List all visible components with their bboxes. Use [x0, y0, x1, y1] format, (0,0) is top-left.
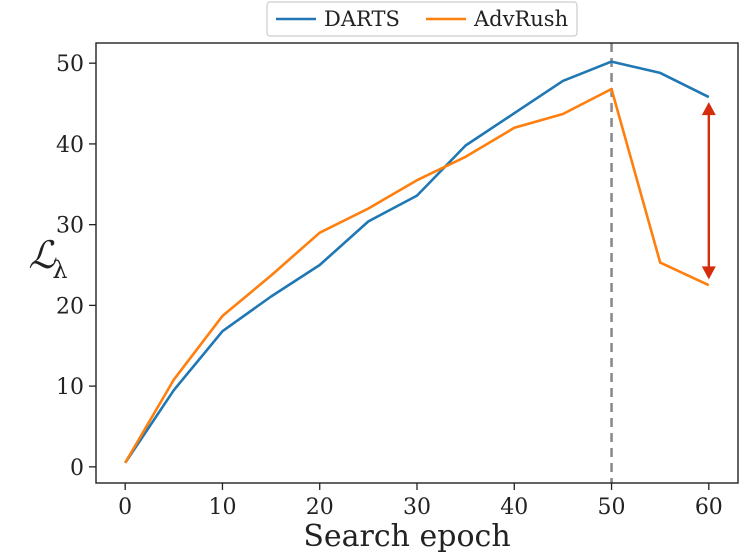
- y-tick-label: 50: [56, 52, 84, 77]
- series-line-advrush: [124, 87, 710, 464]
- x-tick-label: 20: [306, 495, 334, 520]
- x-axis-label: Search epoch: [303, 519, 510, 554]
- y-tick-label: 10: [56, 375, 84, 400]
- axes-frame: [95, 42, 739, 484]
- x-tick-label: 50: [598, 495, 626, 520]
- series-line-darts: [124, 60, 710, 464]
- axes-spines: [95, 42, 739, 484]
- x-tick-label: 60: [695, 495, 723, 520]
- plot-area: [124, 43, 716, 483]
- arrow-head-up: [701, 102, 716, 116]
- y-tick-label: 40: [56, 133, 84, 158]
- x-tick-label: 0: [118, 495, 132, 520]
- series-layer: [124, 60, 710, 464]
- y-tick-label: 0: [70, 456, 84, 481]
- double-arrow-annotation: [701, 102, 716, 280]
- x-axis-ticks: 0 10 20 30 40 50 60: [118, 483, 723, 520]
- x-tick-label: 30: [403, 495, 431, 520]
- arrow-head-down: [701, 266, 716, 280]
- y-axis-ticks: 0 10 20 30 40 50: [56, 52, 96, 481]
- y-axis-label-subscript: λ: [52, 256, 67, 284]
- legend-label-darts: DARTS: [324, 7, 400, 31]
- legend: DARTS AdvRush: [266, 1, 578, 37]
- y-tick-label: 30: [56, 214, 84, 239]
- legend-frame: [266, 1, 578, 37]
- x-tick-label: 40: [500, 495, 528, 520]
- y-axis-label: ℒ λ: [28, 233, 67, 284]
- x-tick-label: 10: [208, 495, 236, 520]
- y-axis-label-main: ℒ: [28, 233, 57, 277]
- legend-label-advrush: AdvRush: [473, 7, 568, 31]
- y-tick-label: 20: [56, 294, 84, 319]
